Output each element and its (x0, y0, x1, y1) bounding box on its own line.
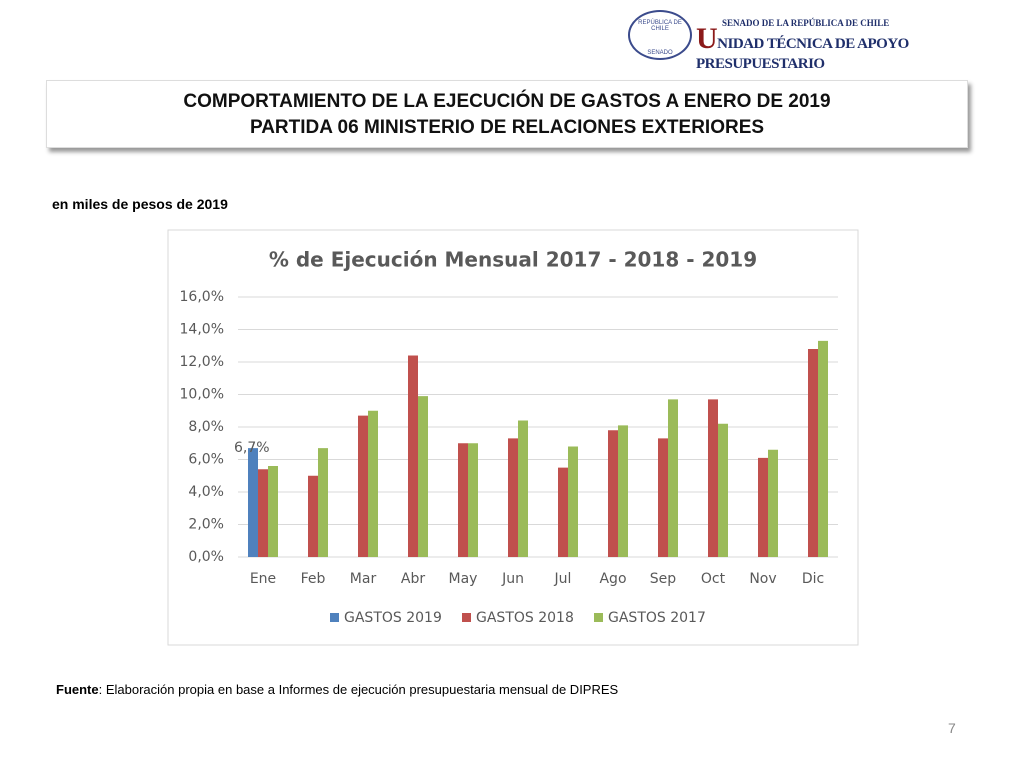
bar (518, 420, 528, 557)
bar (308, 475, 318, 557)
page-number: 7 (948, 720, 956, 736)
source-text: : Elaboración propia en base a Informes … (98, 682, 619, 697)
bar (408, 355, 418, 557)
bar (768, 449, 778, 557)
x-tick-label: Ago (599, 571, 626, 587)
x-tick-label: May (449, 571, 478, 587)
source-label: Fuente (56, 682, 99, 697)
y-tick-label: 12,0% (180, 354, 224, 370)
x-tick-label: Feb (301, 571, 326, 587)
bar (708, 399, 718, 557)
bar (718, 423, 728, 557)
x-tick-label: Sep (650, 571, 677, 587)
bar (658, 438, 668, 557)
legend-swatch (330, 613, 339, 622)
legend-label: GASTOS 2017 (608, 610, 706, 626)
x-tick-label: Ene (250, 571, 276, 587)
title-line: PARTIDA 06 MINISTERIO DE RELACIONES EXTE… (249, 117, 765, 138)
y-tick-label: 4,0% (188, 484, 224, 500)
y-tick-label: 6,0% (188, 452, 224, 468)
bar (758, 457, 768, 557)
org-small: SENADO DE LA REPÚBLICA DE CHILE (722, 18, 890, 28)
bar (608, 430, 618, 557)
bar (618, 425, 628, 557)
legend-label: GASTOS 2019 (344, 610, 442, 626)
bar (358, 415, 368, 557)
bar (818, 340, 828, 557)
x-tick-label: Mar (350, 571, 377, 587)
seal-top: REPÚBLICA DE CHILE (638, 20, 682, 32)
seal-bottom: SENADO (647, 50, 673, 56)
y-tick-label: 10,0% (180, 387, 224, 403)
legend-swatch (462, 613, 471, 622)
bar (418, 396, 428, 557)
seal: REPÚBLICA DE CHILE SENADO (628, 10, 692, 60)
y-tick-label: 0,0% (188, 549, 224, 565)
x-tick-label: Nov (749, 571, 776, 587)
bar (558, 467, 568, 557)
source: Fuente: Elaboración propia en base a Inf… (56, 682, 618, 697)
data-label: 6,7% (234, 440, 270, 456)
bar (248, 448, 258, 557)
org-large: UNIDAD TÉCNICA DE APOYO PRESUPUESTARIO (696, 22, 909, 72)
bar (268, 466, 278, 557)
bar (258, 469, 268, 557)
x-tick-label: Abr (401, 571, 425, 587)
bar (368, 410, 378, 557)
x-tick-label: Jul (554, 571, 572, 587)
bar (668, 399, 678, 557)
y-tick-label: 2,0% (188, 517, 224, 533)
title-line: COMPORTAMIENTO DE LA EJECUCIÓN DE GASTOS… (183, 91, 831, 112)
bar (458, 443, 468, 557)
chart-title: % de Ejecución Mensual 2017 - 2018 - 201… (269, 248, 757, 272)
bar (318, 448, 328, 557)
bar (568, 446, 578, 557)
title-box: COMPORTAMIENTO DE LA EJECUCIÓN DE GASTOS… (46, 80, 968, 148)
legend-label: GASTOS 2018 (476, 610, 574, 626)
chart-frame (167, 229, 859, 646)
legend-swatch (594, 613, 603, 622)
y-tick-label: 16,0% (180, 289, 224, 305)
x-tick-label: Dic (802, 571, 824, 587)
bar (808, 349, 818, 557)
bar (508, 438, 518, 557)
bar (468, 443, 478, 557)
y-tick-label: 14,0% (180, 322, 224, 338)
x-tick-label: Jun (501, 571, 524, 587)
x-tick-label: Oct (701, 571, 726, 587)
y-tick-label: 8,0% (188, 419, 224, 435)
units-note: en miles de pesos de 2019 (52, 196, 228, 212)
